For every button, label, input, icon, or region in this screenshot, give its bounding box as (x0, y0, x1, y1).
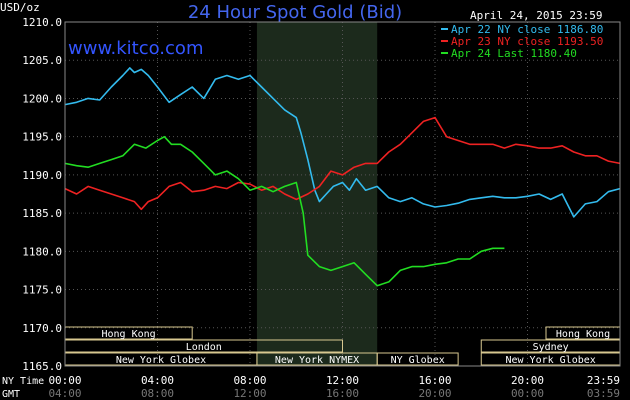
y-tick-label: 1205.0 (22, 54, 62, 67)
series-line (64, 116, 621, 211)
session-bar-label: NY Globex (391, 355, 445, 366)
x-tick-ny: 12:00 (326, 374, 359, 387)
session-bar-label: Hong Kong (102, 329, 156, 340)
session-bar (376, 352, 459, 366)
x-tick-ny: 20:00 (511, 374, 544, 387)
x-tick-ny: 16:00 (418, 374, 451, 387)
y-tick-label: 1185.0 (22, 207, 62, 220)
x-tick-gmt: 03:59 (587, 387, 620, 400)
session-bar-label: New York NYMEX (275, 355, 359, 366)
session-bar-label: New York Globex (116, 355, 206, 366)
session-bar-label: New York Globex (505, 355, 595, 366)
x-tick-ny: 04:00 (141, 374, 174, 387)
legend-entry: Apr 24 Last 1180.40 (451, 47, 577, 60)
y-axis: 1210.0 1205.0 1200.0 1195.0 1190.0 1185.0 1180… (22, 16, 62, 373)
x-tick-gmt: 12:00 (233, 387, 266, 400)
x-tick-ny: 23:59 (587, 374, 620, 387)
gmt-label: GMT (2, 389, 20, 400)
x-tick-gmt: 04:00 (48, 387, 81, 400)
watermark: www.kitco.com (68, 38, 203, 59)
x-tick-ny: 08:00 (233, 374, 266, 387)
series-line (64, 67, 621, 218)
session-bar-label: Sydney (533, 342, 569, 353)
chart-title: 24 Hour Spot Gold (Bid) (188, 2, 402, 23)
price-lines (64, 67, 621, 287)
unit-label: USD/oz (0, 1, 40, 14)
y-tick-label: 1175.0 (22, 284, 62, 297)
session-bar-label: Hong Kong (556, 329, 610, 340)
x-tick-gmt: 08:00 (141, 387, 174, 400)
y-tick-label: 1190.0 (22, 169, 62, 182)
ny-time-label: NY Time (2, 376, 44, 387)
x-axis: 00:0004:0004:0008:0008:0012:0012:0016:00… (48, 374, 620, 400)
y-tick-label: 1195.0 (22, 131, 62, 144)
x-tick-gmt: 00:00 (511, 387, 544, 400)
x-tick-gmt: 20:00 (418, 387, 451, 400)
y-tick-label: 1210.0 (22, 16, 62, 29)
y-tick-label: 1165.0 (22, 360, 62, 373)
x-tick-ny: 00:00 (48, 374, 81, 387)
legend-entry: Apr 23 NY close 1193.50 (451, 35, 603, 48)
plot-frame (64, 21, 621, 367)
y-tick-label: 1170.0 (22, 322, 62, 335)
session-bar-label: London (186, 342, 222, 353)
date-stamp: April 24, 2015 23:59 (470, 9, 602, 22)
x-tick-gmt: 16:00 (326, 387, 359, 400)
legend-entry: Apr 22 NY close 1186.80 (451, 23, 603, 36)
y-tick-label: 1180.0 (22, 245, 62, 258)
y-tick-label: 1200.0 (22, 92, 62, 105)
series-line (64, 135, 505, 287)
